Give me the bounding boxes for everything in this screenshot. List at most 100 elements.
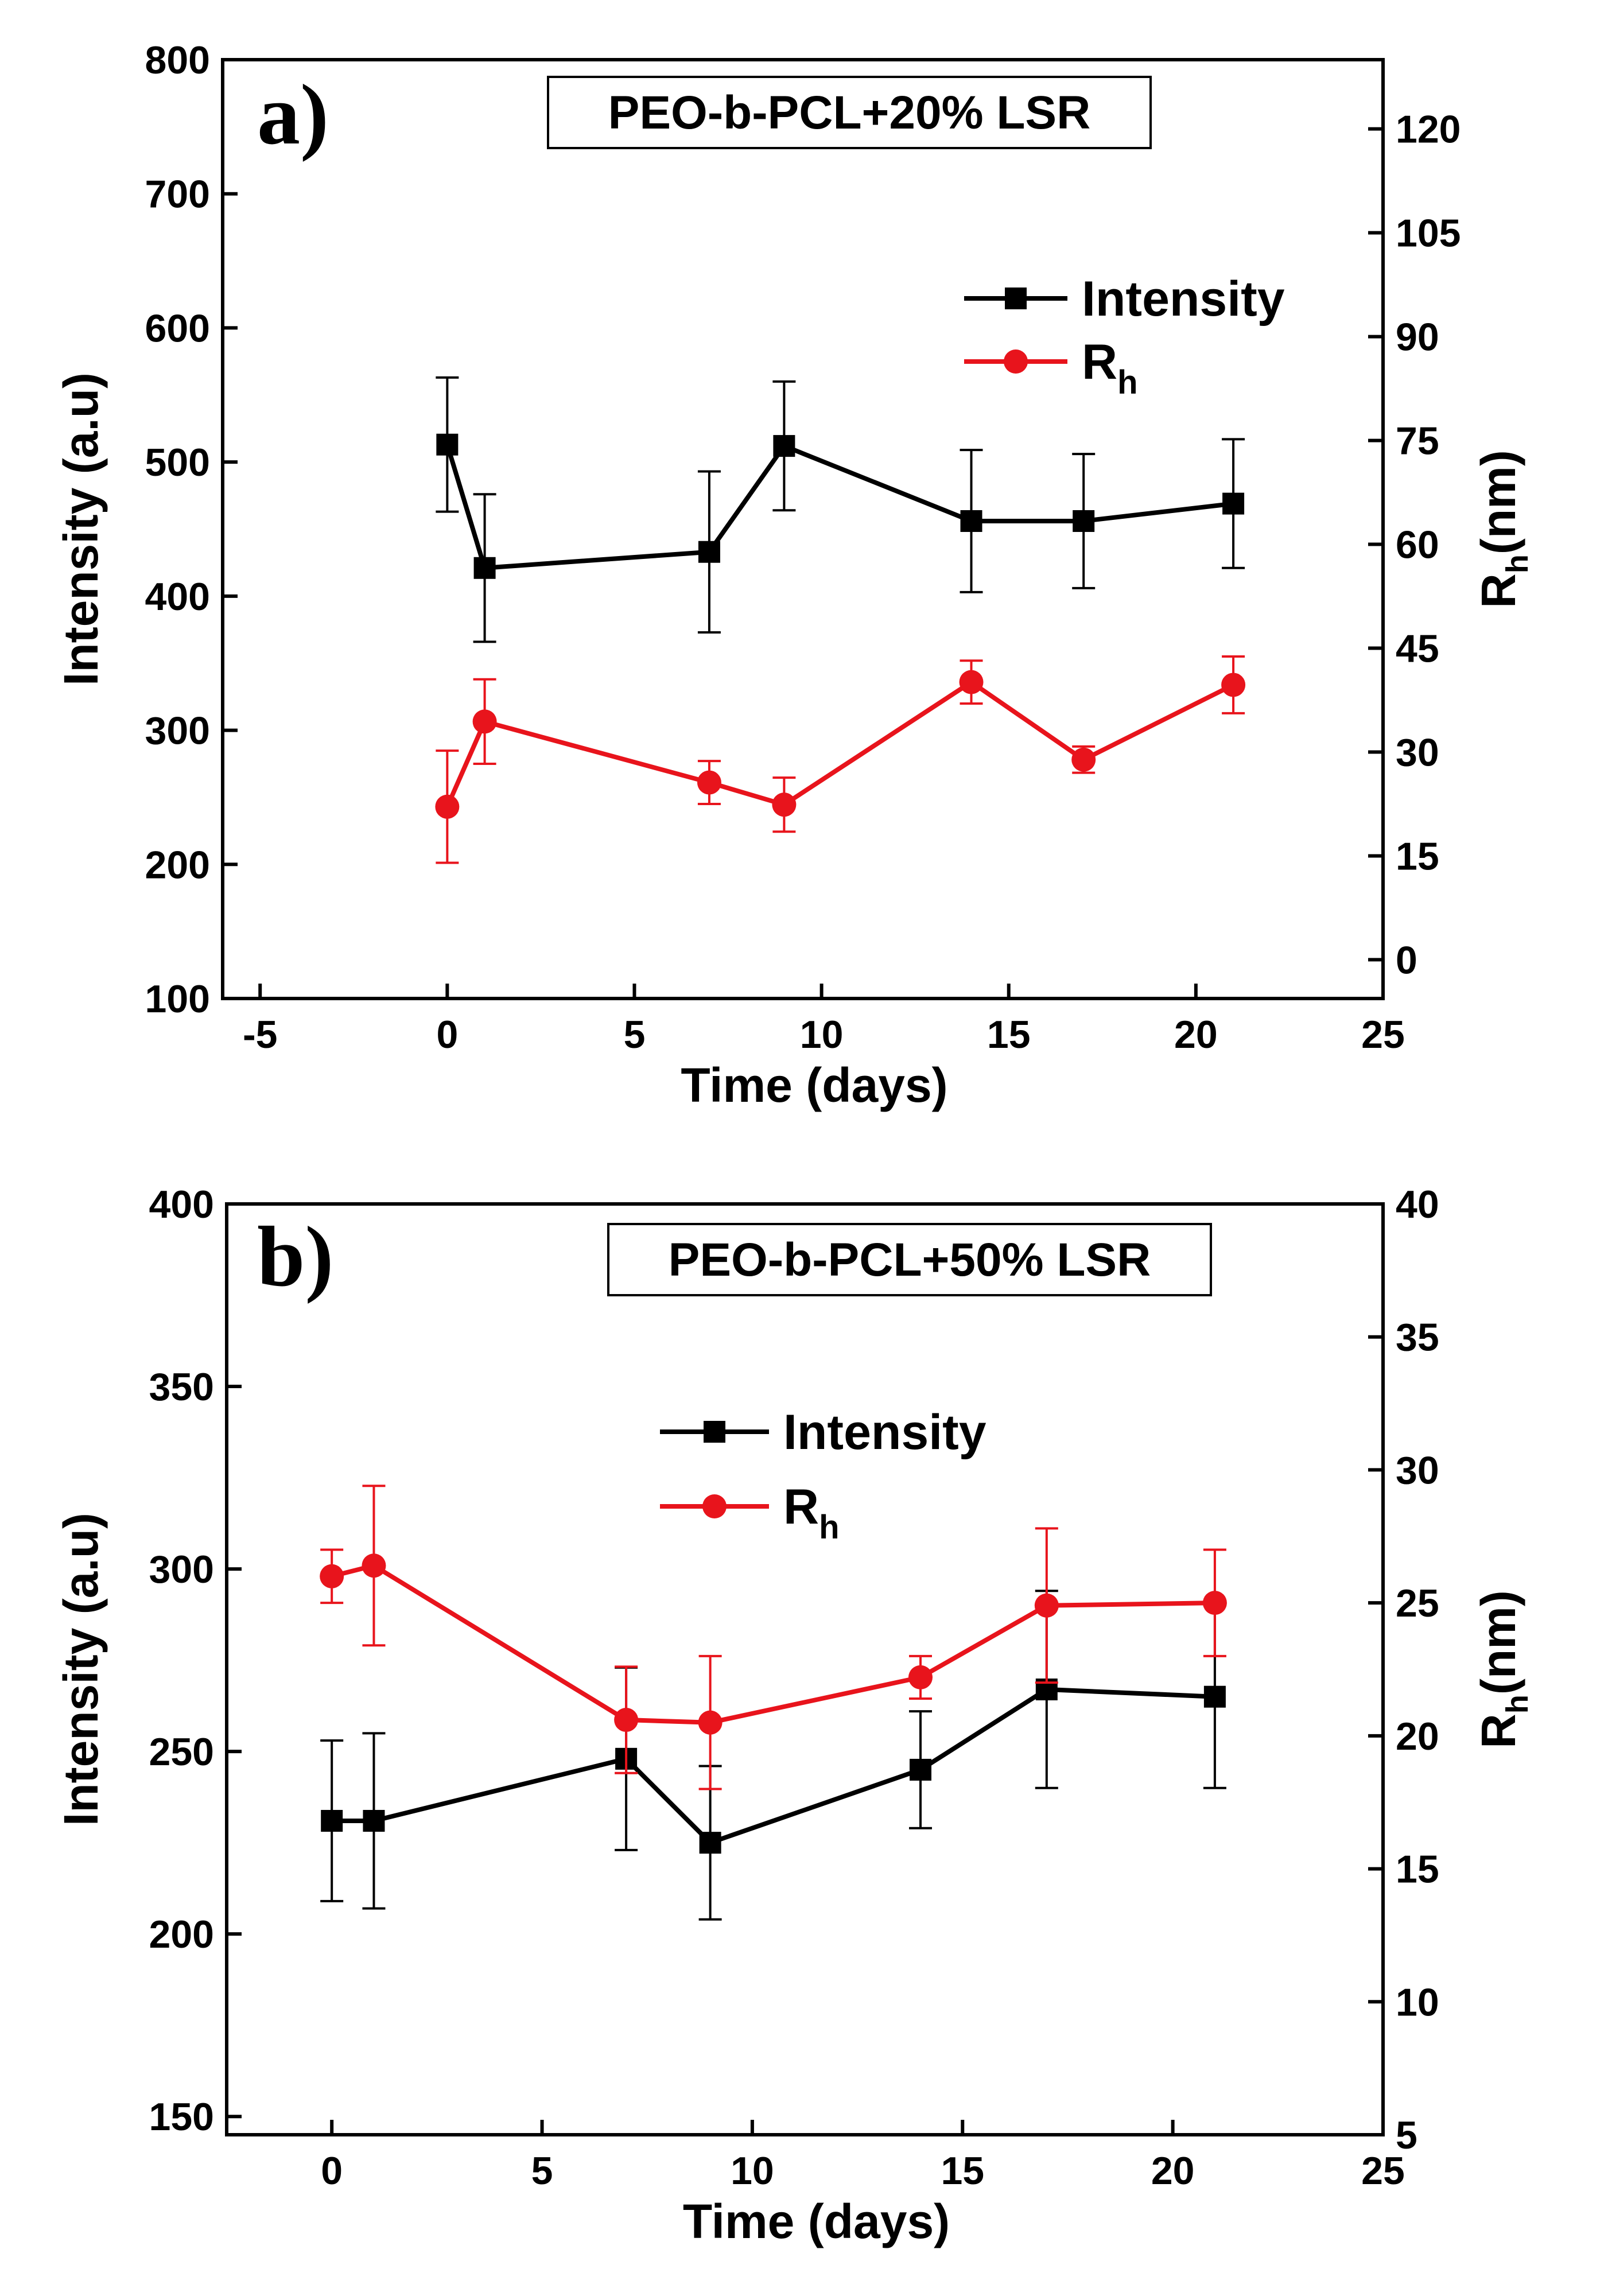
legend-marker-square: [1005, 288, 1027, 309]
legend-entry: Rh: [660, 1479, 840, 1546]
data-point-circle: [362, 1553, 386, 1578]
legend-label: Rh: [783, 1479, 840, 1546]
x-tick-label: 0: [321, 2149, 343, 2193]
y-tick-label: 250: [149, 1730, 214, 1774]
data-point-circle: [614, 1708, 639, 1732]
y-tick-label: 200: [145, 843, 210, 887]
y-tick-label: 150: [149, 2095, 214, 2139]
y2-tick-label: 10: [1396, 1980, 1439, 2024]
data-point-circle: [1071, 747, 1096, 772]
legend-entry: Intensity: [964, 271, 1285, 327]
y2-tick-label: 20: [1396, 1715, 1439, 1758]
y2-tick-label: 105: [1396, 212, 1461, 255]
x-tick-label: 10: [800, 1013, 844, 1056]
data-point-circle: [320, 1564, 344, 1588]
y2-axis-label-subscript: h: [1500, 1695, 1535, 1714]
y-tick-label: 500: [145, 441, 210, 484]
data-point-circle: [1034, 1593, 1059, 1618]
x-tick-label: 15: [987, 1013, 1031, 1056]
data-point-square: [436, 433, 459, 456]
y-tick-label: 200: [149, 1913, 214, 1956]
series-line: [331, 1563, 1215, 1725]
data-point-circle: [472, 709, 497, 734]
y2-tick-label: 30: [1396, 1448, 1439, 1492]
x-tick-label: 5: [624, 1013, 646, 1056]
y2-tick-label: 0: [1396, 938, 1417, 982]
data-point-circle: [435, 794, 460, 819]
x-tick-label: 25: [1361, 2149, 1405, 2193]
legend-label-subscript: h: [1117, 364, 1137, 401]
data-point-square: [1222, 492, 1245, 515]
y-tick-label: 350: [149, 1365, 214, 1409]
data-point-circle: [698, 1710, 723, 1735]
y2-tick-label: 15: [1396, 1848, 1439, 1891]
x-tick-label: 0: [436, 1013, 458, 1056]
legend-marker-circle: [1004, 349, 1028, 374]
y2-tick-label: 30: [1396, 731, 1439, 774]
y-tick-label: 800: [145, 38, 210, 82]
chart-title: PEO-b-PCL+50% LSR: [669, 1234, 1151, 1286]
series-rh: [435, 655, 1246, 864]
series-line: [445, 679, 1234, 808]
legend-label-subscript: h: [819, 1509, 839, 1546]
y-tick-label: 400: [149, 1183, 214, 1226]
chart-title: PEO-b-PCL+20% LSR: [608, 87, 1091, 139]
chart-panel-b: 0 5 10 15 20 25 150 200 250 300 350 400 5 10 15 20 25 30 3…: [54, 1183, 1535, 2248]
x-tick-label: 5: [531, 2149, 553, 2193]
data-point-square: [698, 541, 720, 563]
data-point-square: [1203, 1685, 1226, 1708]
series-line: [332, 1687, 1215, 1846]
x-tick-label: 15: [941, 2149, 984, 2193]
series-rh: [320, 1485, 1227, 1790]
y2-tick-label: 45: [1396, 627, 1439, 671]
legend-entry: Intensity: [660, 1405, 986, 1460]
panel-label: a): [257, 67, 329, 162]
y2-axis-label: Rh(nm): [1471, 1590, 1535, 1749]
y2-axis-label-main: R: [1471, 1714, 1525, 1749]
data-point-circle: [908, 1665, 933, 1689]
data-point-square: [321, 1809, 343, 1832]
y-axis-label: Intensity (a.u): [54, 372, 108, 686]
y-axis-label: Intensity (a.u): [54, 1513, 108, 1826]
x-tick-label: -5: [243, 1013, 277, 1056]
y2-tick-label: 75: [1396, 419, 1439, 463]
title-box: [547, 76, 1152, 149]
data-point-circle: [1202, 1591, 1227, 1615]
y2-tick-label: 35: [1396, 1316, 1439, 1359]
panel-label: b): [257, 1209, 333, 1304]
x-axis-label: Time (days): [681, 1058, 947, 1112]
data-point-square: [699, 1832, 721, 1854]
data-point-square: [910, 1758, 931, 1781]
x-tick-label: 10: [731, 2149, 774, 2193]
data-point-circle: [697, 770, 721, 795]
y-tick-label: 300: [145, 709, 210, 753]
legend-entry: Rh: [964, 335, 1138, 401]
data-point-circle: [772, 792, 797, 817]
legend-marker-square: [704, 1421, 725, 1443]
series-intensity: [436, 376, 1245, 643]
y2-axis-label: Rh(nm): [1471, 450, 1535, 608]
legend-label: Rh: [1082, 335, 1138, 401]
series-intensity: [320, 1590, 1226, 1921]
y2-axis-label-main: R: [1471, 573, 1525, 608]
y-tick-label: 700: [145, 173, 210, 216]
y-tick-label: 600: [145, 306, 210, 350]
plot-frame: [225, 1202, 1385, 2136]
legend-label-main: R: [783, 1479, 819, 1534]
y2-axis-label-unit: (nm): [1471, 450, 1525, 554]
y2-tick-label: 25: [1396, 1582, 1439, 1625]
y2-tick-label: 90: [1396, 316, 1439, 359]
data-point-square: [773, 435, 795, 457]
x-tick-label: 25: [1361, 1013, 1405, 1056]
x-tick-label: 20: [1151, 2149, 1195, 2193]
data-point-circle: [1221, 673, 1246, 697]
chart-panel-a: -5 0 5 10 15 20 25 100 200 300 400 500 600 700 800 0 15 3…: [54, 38, 1535, 1112]
y2-tick-label: 40: [1396, 1183, 1439, 1226]
plot-frame: [221, 58, 1385, 1000]
legend-label: Intensity: [783, 1405, 986, 1460]
series-line: [445, 443, 1234, 570]
legend-label-main: Intensity: [1082, 271, 1285, 327]
y2-axis-label-unit: (nm): [1471, 1590, 1525, 1695]
data-point-square: [363, 1809, 385, 1832]
